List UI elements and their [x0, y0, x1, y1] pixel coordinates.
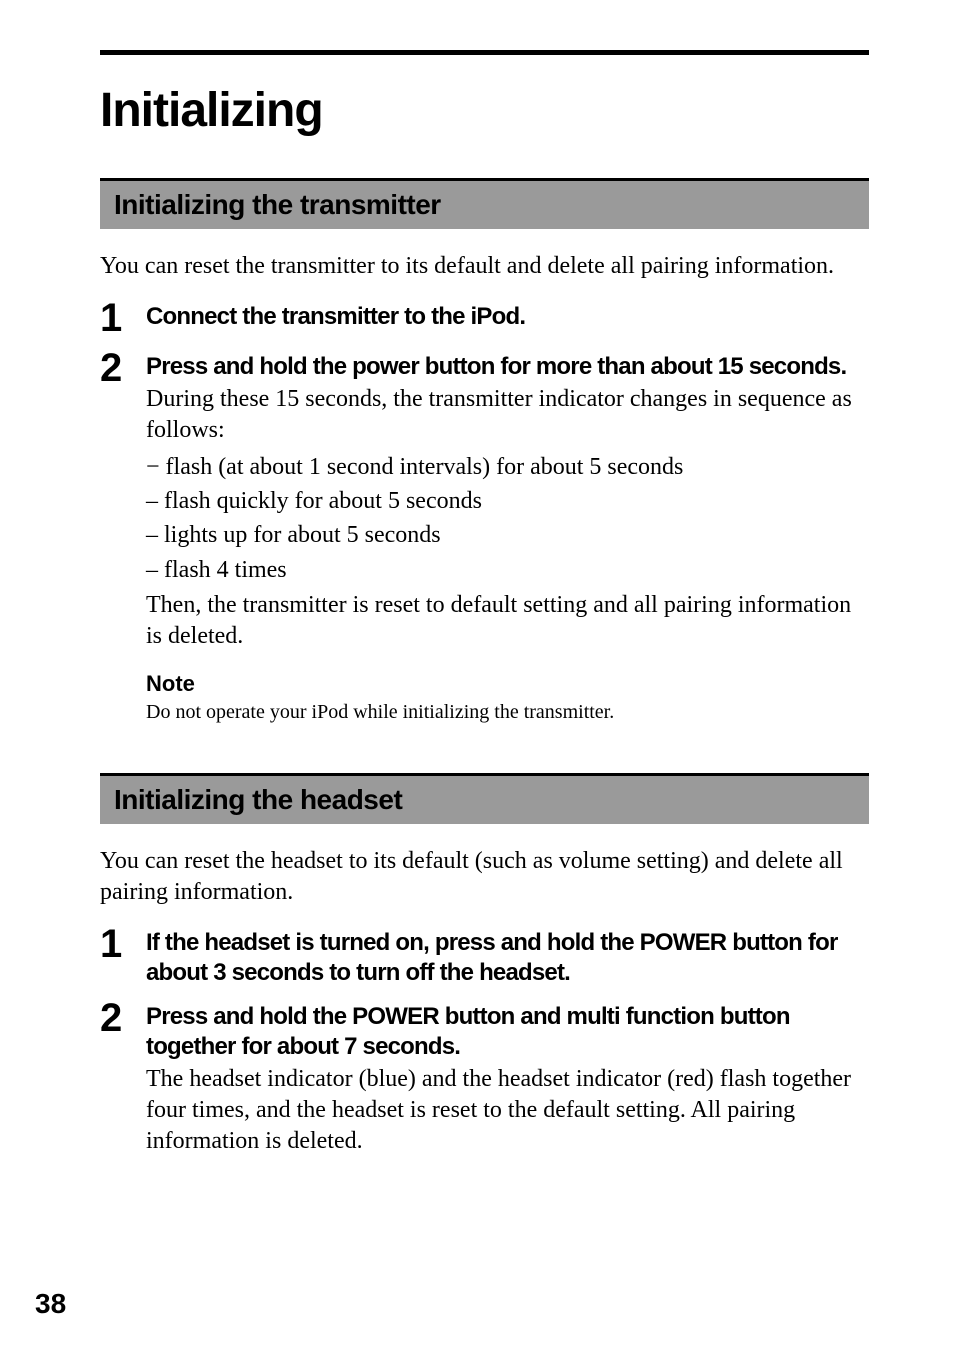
list-item: – lights up for about 5 seconds — [146, 519, 869, 551]
section1-step1: 1 Connect the transmitter to the iPod. — [100, 298, 869, 338]
step-title: Press and hold the power button for more… — [146, 352, 869, 382]
note-block: Note Do not operate your iPod while init… — [146, 671, 869, 725]
step-number: 1 — [100, 298, 128, 338]
top-rule — [100, 50, 869, 55]
note-label: Note — [146, 671, 869, 697]
step-body: The headset indicator (blue) and the hea… — [146, 1064, 869, 1158]
step-content: If the headset is turned on, press and h… — [146, 924, 869, 988]
section2-step2: 2 Press and hold the POWER button and mu… — [100, 998, 869, 1158]
section2-step1: 1 If the headset is turned on, press and… — [100, 924, 869, 988]
section2-header: Initializing the headset — [100, 773, 869, 824]
section1-step2: 2 Press and hold the power button for mo… — [100, 348, 869, 652]
step-followup: Then, the transmitter is reset to defaul… — [146, 590, 869, 652]
section1-header: Initializing the transmitter — [100, 178, 869, 229]
step-number: 2 — [100, 998, 128, 1038]
section1-intro: You can reset the transmitter to its def… — [100, 251, 869, 282]
step-title: Press and hold the POWER button and mult… — [146, 1002, 869, 1062]
step-title: Connect the transmitter to the iPod. — [146, 302, 869, 332]
list-item: – flash 4 times — [146, 554, 869, 586]
section2-intro: You can reset the headset to its default… — [100, 846, 869, 908]
list-item: − flash (at about 1 second intervals) fo… — [146, 451, 869, 483]
page-number: 38 — [35, 1288, 66, 1320]
step-content: Connect the transmitter to the iPod. — [146, 298, 869, 332]
note-text: Do not operate your iPod while initializ… — [146, 699, 869, 725]
step-body: During these 15 seconds, the transmitter… — [146, 384, 869, 446]
page-title: Initializing — [100, 83, 869, 138]
step-number: 1 — [100, 924, 128, 964]
step-number: 2 — [100, 348, 128, 388]
list-item: – flash quickly for about 5 seconds — [146, 485, 869, 517]
step-list: − flash (at about 1 second intervals) fo… — [146, 451, 869, 587]
step-content: Press and hold the power button for more… — [146, 348, 869, 652]
step-content: Press and hold the POWER button and mult… — [146, 998, 869, 1158]
step-title: If the headset is turned on, press and h… — [146, 928, 869, 988]
